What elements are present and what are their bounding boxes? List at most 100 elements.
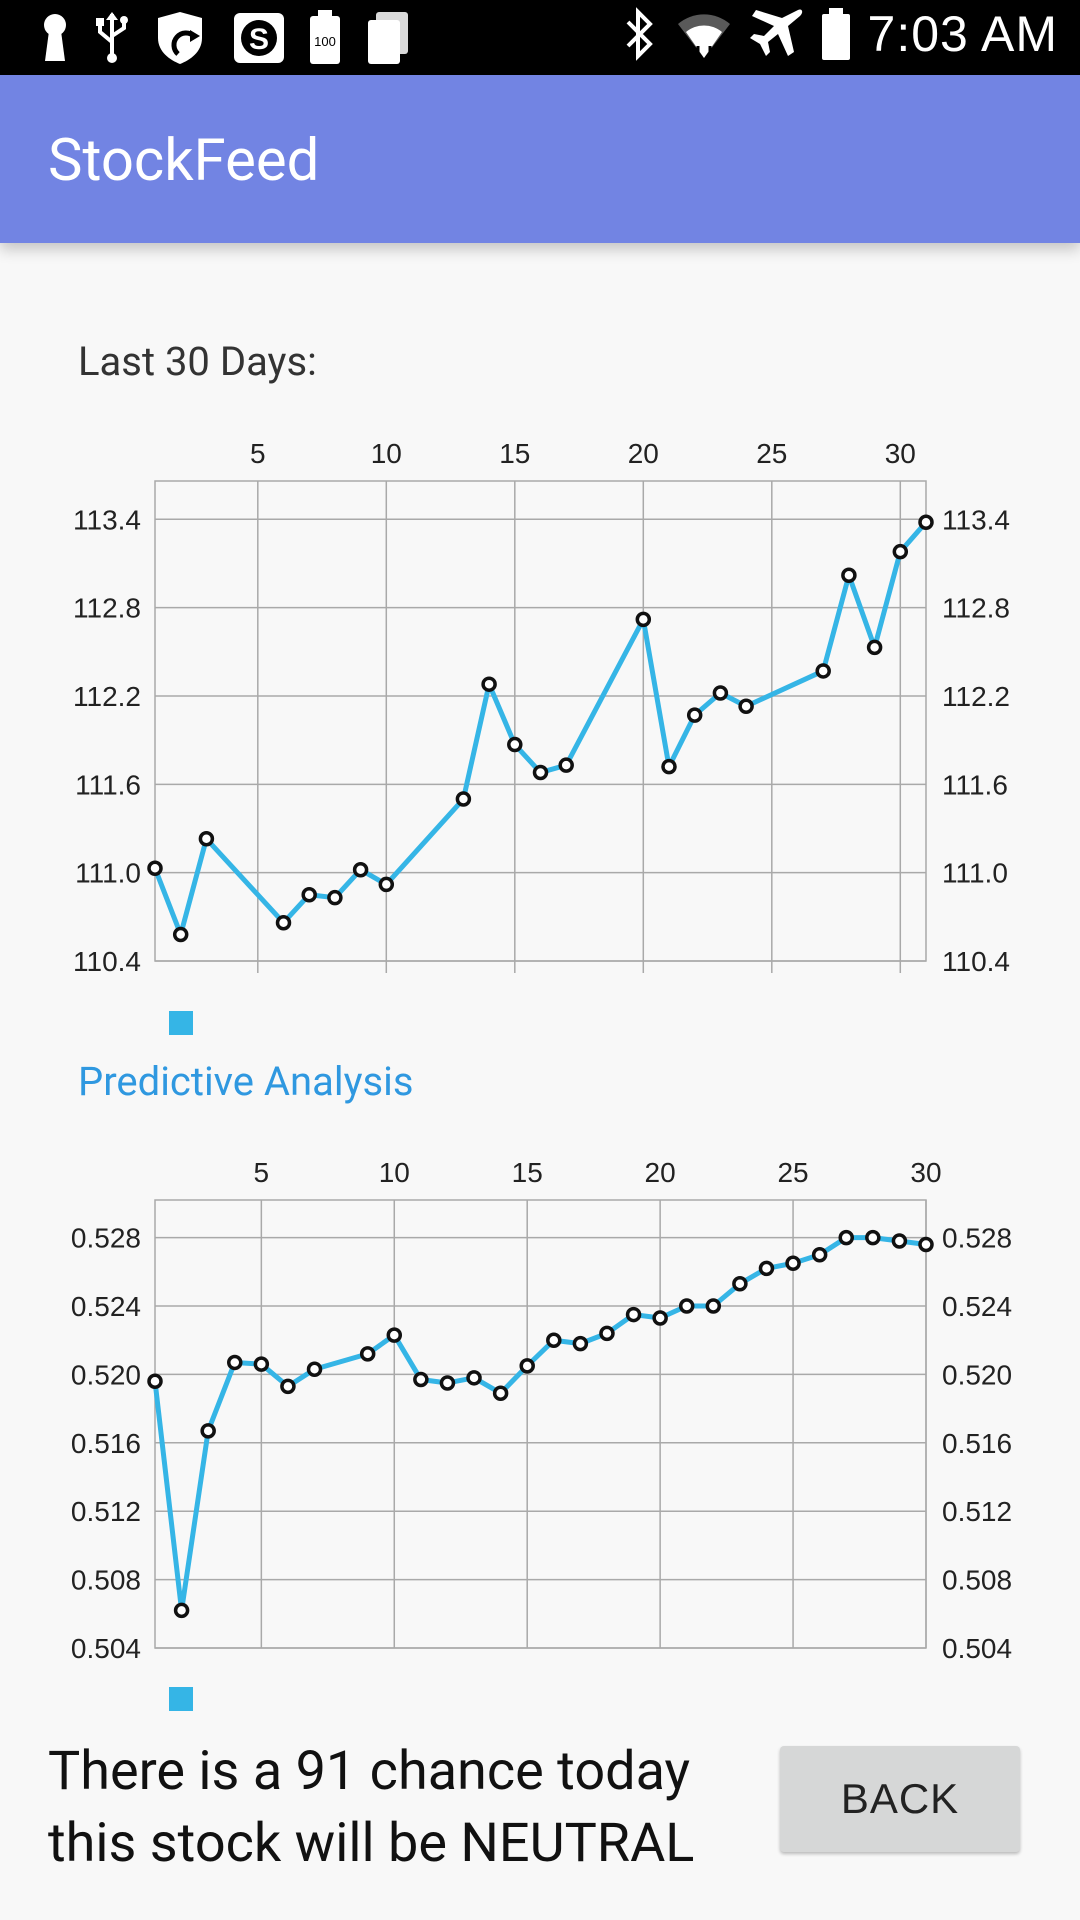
prediction-message: There is a 91 chance today this stock wi… — [48, 1736, 748, 1880]
chart-2-y-tick-label-left: 0.528 — [71, 1223, 141, 1254]
dollar-app-icon: S — [234, 13, 284, 63]
prediction-line-chart: 5 10 15 20 25 30 0.504 0.504 0.508 0.508 0.512 0.51… — [71, 1157, 1012, 1664]
chart-1-data-point — [352, 861, 369, 878]
chart-2-series-line — [152, 1235, 927, 1613]
chart-1-y-tick-label-right: 113.4 — [942, 504, 1010, 535]
history-legend-swatch — [169, 1011, 193, 1035]
chart-1-data-point — [172, 926, 189, 943]
history-line-chart: 5 10 15 20 25 30 110.4 110.4 111.0 111.0 111.6 111.… — [73, 438, 1010, 977]
chart-1-data-point — [635, 611, 652, 628]
chart-1-data-point — [147, 860, 163, 876]
chart-2-y-tick-label-right: 0.524 — [942, 1291, 1012, 1322]
chart-2-data-point — [785, 1255, 801, 1272]
chart-2-data-point — [758, 1260, 775, 1277]
chart-1-y-tick-label-left: 113.4 — [73, 504, 141, 535]
chart-1-x-tick-label: 30 — [885, 438, 916, 469]
chart-2-data-point — [705, 1298, 722, 1314]
chart-1-y-tick-label-left: 112.8 — [73, 593, 141, 624]
chart-1-x-tick-label: 15 — [499, 438, 530, 469]
chart-1-y-tick-label-right: 112.8 — [942, 593, 1010, 624]
chart-2-data-point — [253, 1356, 270, 1372]
cards-icon — [368, 12, 408, 64]
chart-2-data-point — [386, 1327, 403, 1343]
keyhole-icon — [44, 14, 66, 61]
chart-2-data-point — [838, 1229, 854, 1246]
chart-1-data-point — [558, 757, 574, 773]
chart-2-data-point — [811, 1246, 828, 1263]
app-title: StockFeed — [48, 127, 320, 195]
chart-2-data-point — [546, 1332, 562, 1348]
bluetooth-icon — [626, 7, 653, 61]
chart-2-data-point — [652, 1310, 668, 1326]
chart-1-x-tick-label: 5 — [250, 438, 266, 469]
chart-2-data-point — [413, 1371, 429, 1388]
chart-2-x-tick-label: 20 — [645, 1157, 676, 1188]
chart-1-y-tick-label-left: 111.0 — [75, 858, 141, 889]
chart-2-x-tick-label: 5 — [254, 1157, 270, 1188]
chart-1-x-tick-label: 10 — [371, 438, 402, 469]
battery-100-icon: 100 — [310, 10, 340, 64]
chart-2-y-tick-label-left: 0.508 — [71, 1565, 141, 1596]
chart-2-data-point — [599, 1325, 615, 1342]
chart-2-y-tick-label-left: 0.512 — [71, 1496, 141, 1527]
chart-1-data-point — [455, 791, 472, 807]
chart-2-data-point — [173, 1602, 190, 1619]
chart-1-data-point — [378, 876, 395, 893]
chart-1-frame — [154, 480, 927, 962]
chart-2-x-tick-label: 15 — [512, 1157, 543, 1188]
chart-1-data-point — [815, 663, 831, 679]
chart-2-data-point — [359, 1346, 376, 1362]
chart-2-x-tick-label: 25 — [777, 1157, 808, 1188]
chart-2-data-point — [625, 1306, 642, 1323]
chart-1-data-point — [532, 764, 549, 781]
chart-2-y-tick-label-left: 0.524 — [71, 1291, 141, 1322]
chart-2-frame — [154, 1199, 927, 1649]
chart-2-grid — [154, 1199, 927, 1649]
chart-2-data-point — [891, 1233, 908, 1249]
prediction-message-line-2: this stock will be NEUTRAL — [48, 1812, 695, 1875]
chart-1-data-point — [918, 514, 934, 530]
chart-2-data-point — [492, 1385, 509, 1401]
chart-2-data-point — [865, 1229, 881, 1246]
chart-1-data-point — [275, 914, 292, 931]
history-label: Last 30 Days: — [78, 338, 317, 385]
chart-1-data-point — [507, 736, 523, 753]
chart-2-x-tick-label: 30 — [910, 1157, 941, 1188]
shield-sync-icon — [158, 12, 202, 64]
usb-icon — [96, 12, 128, 63]
chart-2-data-point — [732, 1276, 748, 1292]
chart-1-data-point — [481, 676, 497, 692]
prediction-message-line-1: There is a 91 chance today — [48, 1740, 691, 1803]
chart-1-x-tick-label: 20 — [628, 438, 659, 469]
chart-1-data-point — [198, 831, 215, 847]
chart-2-data-point — [466, 1370, 482, 1386]
chart-1-y-tick-label-left: 112.2 — [73, 681, 141, 712]
chart-1-data-point — [712, 685, 729, 701]
svg-text:100: 100 — [314, 34, 336, 49]
svg-text:S: S — [249, 23, 269, 56]
chart-2-y-tick-label-right: 0.528 — [942, 1223, 1012, 1254]
back-button[interactable]: BACK — [780, 1746, 1020, 1852]
chart-1-data-point — [738, 698, 754, 715]
chart-2-y-tick-label-right: 0.508 — [942, 1565, 1012, 1596]
app-bar: StockFeed — [0, 75, 1080, 243]
chart-2-y-tick-label-right: 0.512 — [942, 1496, 1012, 1527]
chart-1-data-point — [841, 567, 857, 583]
chart-2-data-point — [147, 1373, 163, 1390]
chart-2-data-point — [200, 1423, 216, 1439]
chart-2-y-tick-label-left: 0.504 — [71, 1633, 141, 1664]
chart-1-data-point — [686, 707, 703, 723]
chart-1-y-tick-label-right: 111.0 — [942, 858, 1008, 889]
chart-2-y-tick-label-left: 0.516 — [71, 1428, 141, 1459]
status-bar: S 100 7:03 AM — [0, 0, 1080, 75]
chart-1-data-point — [866, 639, 883, 656]
chart-2-data-point — [439, 1375, 456, 1391]
chart-2-y-tick-label-right: 0.504 — [942, 1633, 1012, 1664]
chart-2-x-tick-label: 10 — [379, 1157, 410, 1188]
chart-2-y-tick-label-right: 0.520 — [942, 1359, 1012, 1390]
notification-icons: S 100 — [40, 10, 412, 66]
chart-2-y-tick-label-left: 0.520 — [71, 1359, 141, 1390]
battery-icon — [821, 8, 850, 60]
prediction-label: Predictive Analysis — [78, 1058, 414, 1105]
chart-1-data-point — [892, 543, 909, 560]
